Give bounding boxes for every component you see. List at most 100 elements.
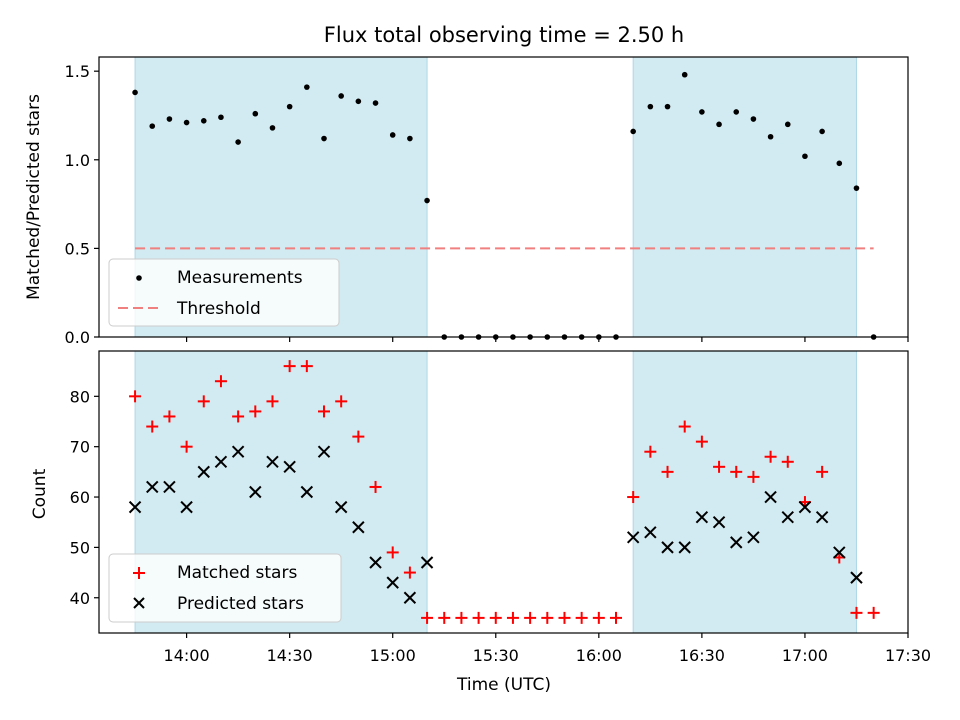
measurement-point	[750, 116, 757, 122]
legend-predicted-marker	[133, 597, 145, 609]
predicted-star-point	[334, 500, 348, 514]
measurement-point	[200, 117, 207, 124]
matched-star-point	[266, 395, 279, 408]
measurement-point	[338, 93, 344, 99]
matched-star-point	[369, 480, 382, 493]
measurement-point	[407, 135, 413, 142]
measurement-point	[802, 153, 808, 160]
matched-star-point	[627, 491, 640, 504]
matched-star-point	[506, 611, 519, 624]
measurement-point	[836, 160, 843, 167]
measurement-point	[286, 103, 293, 110]
bottom-legend: Matched stars Predicted stars	[108, 553, 342, 623]
matched-star-point	[661, 465, 674, 478]
x-tick-label: 15:00	[370, 646, 416, 665]
matched-star-point	[472, 611, 485, 624]
predicted-star-point	[747, 531, 760, 544]
predicted-star-point	[163, 480, 176, 494]
y-tick-label: 60	[70, 488, 90, 507]
top-panel: 0.0 0.5 1.0 1.5 Matched/Predicted stars Mea…	[24, 56, 909, 347]
matched-star-point	[163, 410, 176, 423]
y-tick-label: 80	[70, 387, 90, 406]
predicted-star-point	[369, 556, 382, 569]
matched-star-point	[438, 611, 451, 624]
measurement-point	[321, 135, 327, 142]
predicted-star-point	[850, 571, 863, 584]
measurement-point	[183, 119, 190, 126]
shaded-interval-1	[632, 56, 857, 338]
measurement-point	[784, 121, 791, 128]
bottom-axes-frame	[98, 350, 909, 634]
predicted-star-point	[214, 455, 228, 468]
matched-star-point	[816, 465, 829, 478]
measurement-point	[630, 128, 636, 135]
top-axes-frame	[98, 56, 909, 338]
matched-star-point	[713, 460, 726, 473]
legend-measurements-marker	[136, 275, 142, 281]
measurement-point	[269, 125, 276, 131]
y-tick-label: 50	[70, 538, 90, 557]
legend-threshold-label: Threshold	[176, 299, 261, 319]
matched-star-point	[214, 375, 227, 388]
predicted-star-point	[661, 541, 674, 554]
predicted-star-point	[386, 576, 399, 589]
legend-predicted-label: Predicted stars	[177, 594, 304, 614]
chart-title: Flux total observing time = 2.50 h	[324, 23, 684, 47]
predicted-star-point	[798, 500, 812, 514]
matched-star-point	[249, 405, 262, 418]
predicted-star-point	[300, 485, 314, 499]
measurement-point	[699, 109, 705, 115]
matched-star-point	[850, 606, 863, 619]
predicted-star-point	[678, 541, 691, 554]
y-tick-label: 1.0	[65, 151, 90, 170]
x-tick-label: 17:30	[885, 646, 931, 665]
y-tick-label: 70	[70, 438, 90, 457]
matched-star-point	[730, 465, 743, 478]
measurement-point	[424, 197, 430, 204]
matched-star-point	[489, 611, 502, 624]
predicted-star-point	[833, 546, 846, 559]
predicted-star-point	[403, 591, 417, 604]
matched-star-point	[300, 360, 313, 373]
measurement-point	[647, 103, 654, 110]
predicted-star-point	[197, 465, 210, 479]
predicted-star-point	[764, 490, 777, 504]
bottom-x-ticks: 14:00 14:30 15:00 15:30 16:00 16:30 17:00 17:30	[164, 633, 931, 665]
y-tick-label: 40	[70, 589, 90, 608]
measurement-point	[716, 121, 722, 128]
matched-star-point	[747, 470, 760, 483]
matched-star-point	[232, 410, 245, 423]
matched-star-point	[524, 611, 537, 624]
y-tick-label: 0.5	[65, 239, 90, 258]
matched-star-point	[867, 606, 880, 619]
predicted-star-point	[266, 455, 279, 468]
matched-star-point	[352, 430, 365, 443]
top-x-ticks	[185, 337, 909, 342]
top-y-axis-label: Matched/Predicted stars	[24, 94, 44, 300]
bottom-panel: 40 50 60 70 80 14:00 14:30 15:00 15:30 16:00 16:3…	[30, 350, 931, 695]
measurement-points	[132, 71, 877, 340]
matched-star-point	[386, 546, 399, 559]
measurement-point	[681, 71, 688, 78]
matched-star-point	[146, 420, 159, 433]
predicted-star-point	[626, 531, 640, 544]
measurement-point	[304, 84, 310, 90]
matched-star-point	[129, 390, 142, 403]
measurement-point	[853, 185, 860, 191]
x-tick-label: 17:00	[782, 646, 828, 665]
x-tick-label: 16:00	[576, 646, 622, 665]
count-points	[128, 360, 880, 624]
matched-star-point	[781, 455, 794, 468]
legend-matched-marker	[133, 567, 145, 579]
measurement-point	[389, 132, 396, 138]
predicted-star-point	[712, 516, 726, 529]
measurement-point	[372, 100, 379, 106]
x-axis-label: Time (UTC)	[456, 675, 551, 695]
matched-star-point	[764, 450, 777, 463]
matched-star-point	[592, 611, 605, 624]
measurement-point	[819, 128, 825, 135]
predicted-star-point	[815, 510, 829, 524]
measurement-point	[355, 98, 362, 105]
x-tick-label: 16:30	[679, 646, 725, 665]
